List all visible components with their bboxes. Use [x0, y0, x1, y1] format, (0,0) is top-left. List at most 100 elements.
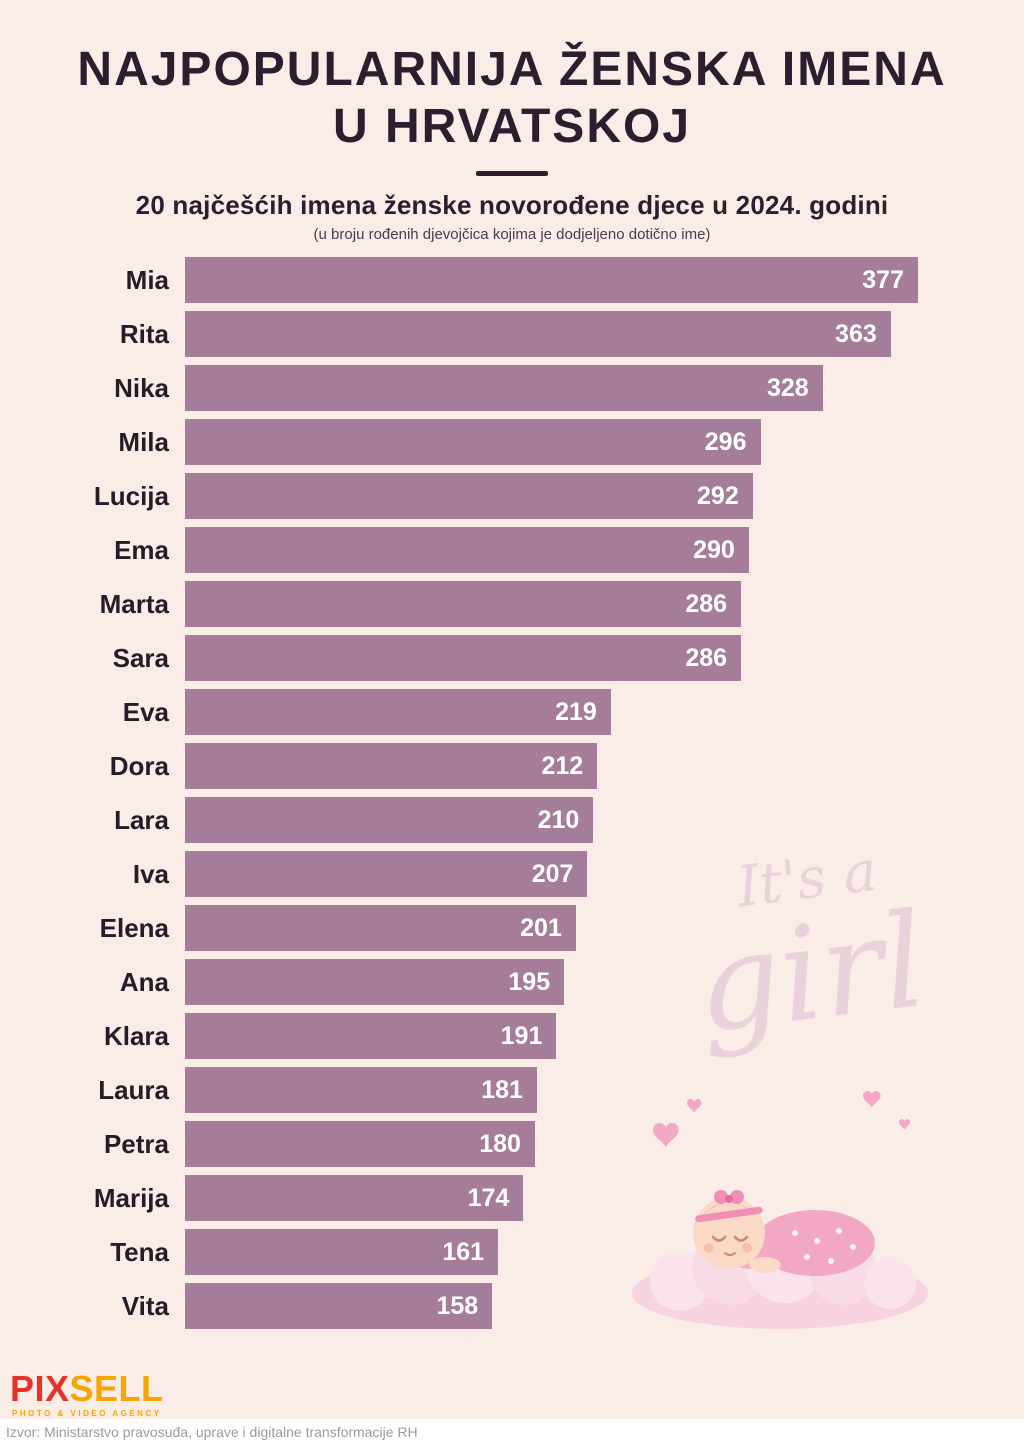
page-title: NAJPOPULARNIJA ŽENSKA IMENA U HRVATSKOJ — [0, 42, 1024, 155]
bar-track: 180 — [185, 1121, 918, 1168]
chart-row: Lara 210 — [0, 797, 918, 844]
logo-pix: PIX — [10, 1368, 70, 1409]
source-bar: Izvor: Ministarstvo pravosuđa, uprave i … — [0, 1419, 1024, 1448]
bar-track: 191 — [185, 1013, 918, 1060]
pixsell-logo-text: PIXSELL — [10, 1371, 164, 1407]
chart-row: Tena 161 — [0, 1229, 918, 1276]
chart-row: Vita 158 — [0, 1283, 918, 1330]
bar-label: Elena — [99, 912, 169, 943]
bar-value: 158 — [436, 1291, 479, 1320]
bar-value: 212 — [541, 751, 584, 780]
bar-value: 201 — [520, 913, 562, 942]
bar-label: Mila — [118, 426, 169, 457]
bar-chart: Mia 377 Rita 363 Nika 328 Mila 296 Lucija 292 Ema 2… — [0, 257, 1024, 1330]
chart-row: Klara 191 — [0, 1013, 918, 1060]
bar-track: 328 — [185, 365, 918, 412]
bar-label: Petra — [103, 1128, 169, 1159]
logo-tagline: PHOTO & VIDEO AGENCY — [12, 1409, 162, 1418]
chart-row: Eva 219 — [0, 689, 918, 736]
bar-value: 328 — [767, 373, 809, 402]
title-line-1: NAJPOPULARNIJA ŽENSKA IMENA — [77, 43, 947, 96]
chart-row: Ema 290 — [0, 527, 918, 574]
chart-subtitle: 20 najčešćih imena ženske novorođene dje… — [135, 190, 889, 221]
bar-label: Laura — [98, 1074, 169, 1105]
bar-track: 210 — [185, 797, 918, 844]
bar: 158 — [185, 1283, 493, 1330]
bar-label: Marta — [99, 588, 169, 619]
bar-track: 377 — [185, 257, 918, 304]
bar-value: 292 — [697, 481, 739, 510]
bar-track: 219 — [185, 689, 918, 736]
bar: 181 — [185, 1067, 537, 1114]
bar-value: 286 — [685, 589, 728, 618]
bar-label: Nika — [114, 372, 169, 403]
bar-track: 181 — [185, 1067, 918, 1114]
bar: 363 — [185, 311, 891, 358]
bar: 292 — [185, 473, 753, 520]
bar-track: 286 — [185, 581, 918, 628]
chart-note: (u broju rođenih djevojčica kojima je do… — [313, 226, 711, 244]
bar-track: 290 — [185, 527, 918, 574]
bar-label: Sara — [112, 642, 169, 673]
bar-label: Klara — [103, 1020, 169, 1051]
bar-track: 207 — [185, 851, 918, 898]
bar-label: Marija — [93, 1182, 169, 1213]
pixsell-logo: PIXSELL PHOTO & VIDEO AGENCY — [10, 1371, 164, 1418]
bar-track: 158 — [185, 1283, 918, 1330]
bar: 377 — [185, 257, 918, 304]
bar: 161 — [185, 1229, 499, 1276]
bar: 174 — [185, 1175, 524, 1222]
bar: 212 — [185, 743, 598, 790]
bar-label: Ana — [119, 966, 169, 997]
chart-row: Petra 180 — [0, 1121, 918, 1168]
bar-track: 212 — [185, 743, 918, 790]
bar-label: Dora — [109, 750, 169, 781]
chart-row: Sara 286 — [0, 635, 918, 682]
bar-value: 363 — [835, 319, 877, 348]
chart-row: Ana 195 — [0, 959, 918, 1006]
source-text: Izvor: Ministarstvo pravosuđa, uprave i … — [6, 1424, 418, 1440]
bar-value: 181 — [481, 1075, 523, 1104]
chart-row: Laura 181 — [0, 1067, 918, 1114]
bar-value: 161 — [442, 1237, 485, 1266]
bar-track: 195 — [185, 959, 918, 1006]
bar-value: 180 — [479, 1129, 521, 1158]
chart-row: Rita 363 — [0, 311, 918, 358]
bar-value: 290 — [693, 535, 735, 564]
bar-label: Ema — [114, 534, 169, 565]
bar-value: 195 — [508, 967, 551, 996]
bar: 296 — [185, 419, 761, 466]
chart-row: Marta 286 — [0, 581, 918, 628]
bar-value: 174 — [467, 1183, 510, 1212]
logo-sell: SELL — [69, 1368, 164, 1409]
chart-row: Lucija 292 — [0, 473, 918, 520]
chart-row: Mia 377 — [0, 257, 918, 304]
bar-track: 286 — [185, 635, 918, 682]
chart-row: Mila 296 — [0, 419, 918, 466]
bar-label: Eva — [122, 696, 169, 727]
bar: 180 — [185, 1121, 535, 1168]
bar-value: 286 — [685, 643, 728, 672]
bar-label: Iva — [132, 858, 169, 889]
bar-label: Mia — [125, 264, 169, 295]
title-line-2: U HRVATSKOJ — [332, 99, 692, 153]
bar: 207 — [185, 851, 588, 898]
bar-value: 210 — [537, 805, 580, 834]
chart-row: Marija 174 — [0, 1175, 918, 1222]
bar-label: Tena — [110, 1236, 169, 1267]
bar-value: 191 — [500, 1021, 543, 1050]
bar: 290 — [185, 527, 749, 574]
bar-track: 161 — [185, 1229, 918, 1276]
bar-label: Vita — [121, 1290, 169, 1321]
bar-track: 292 — [185, 473, 918, 520]
bar-label: Lucija — [93, 480, 169, 511]
chart-row: Nika 328 — [0, 365, 918, 412]
bar-value: 207 — [531, 859, 574, 888]
bar-label: Rita — [119, 318, 169, 349]
title-divider — [476, 171, 548, 177]
header: NAJPOPULARNIJA ŽENSKA IMENA U HRVATSKOJ 2… — [0, 0, 1024, 243]
bar-track: 363 — [185, 311, 918, 358]
chart-row: Elena 201 — [0, 905, 918, 952]
bar-label: Lara — [114, 804, 169, 835]
